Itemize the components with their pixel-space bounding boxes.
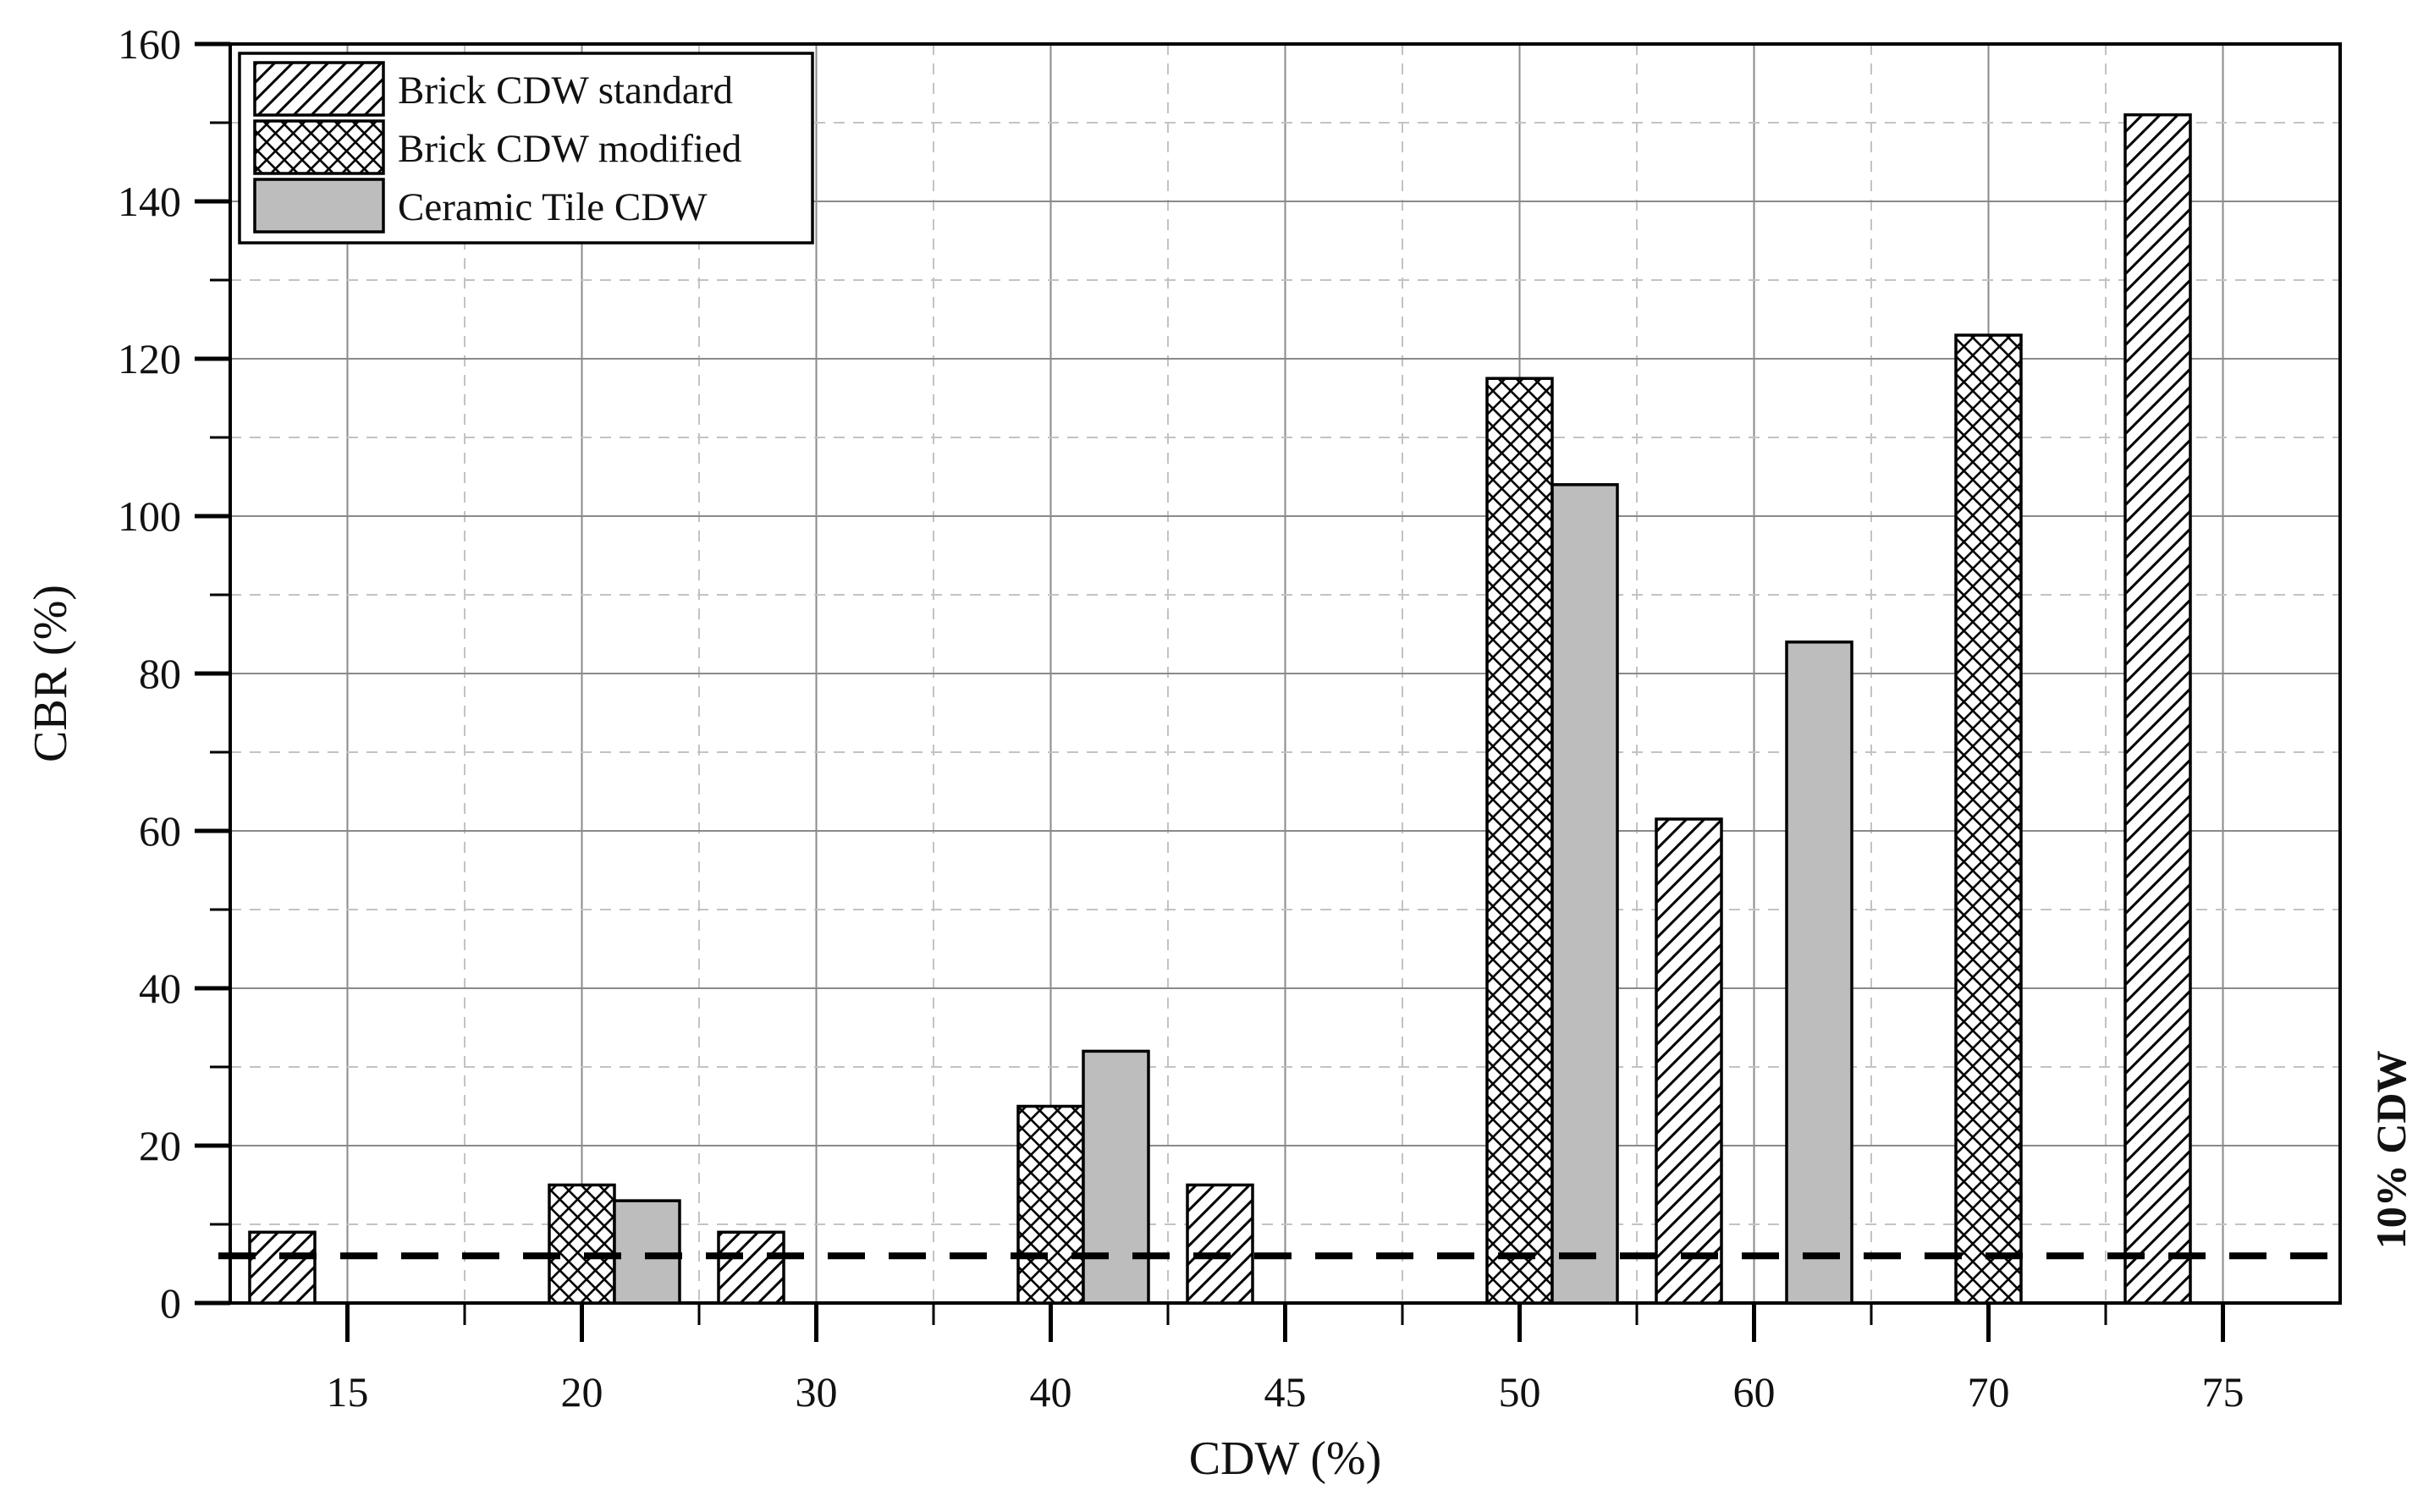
legend-swatch-2: [253, 178, 385, 234]
plot-border: [229, 42, 2342, 1305]
legend-label: Brick CDW standard: [398, 69, 733, 113]
tick-labels: 0 20 40 60 80 100 120 140 160 15 20 30 40 45 50 60 70 75: [118, 20, 2244, 1416]
x-tick-label: 75: [2202, 1368, 2244, 1416]
legend-swatch-1: [253, 119, 385, 175]
x-tick-label: 70: [1968, 1368, 2010, 1416]
bar-ceramic-tile-cdw-40: [1082, 1049, 1150, 1305]
y-tick-label: 80: [139, 650, 181, 697]
legend: Brick CDW standard Brick CDW modified Cera…: [238, 52, 814, 245]
x-tick-label: 15: [327, 1368, 369, 1416]
y-tick-label: 100: [118, 492, 181, 540]
reference-line-group: 10% CDW: [218, 1050, 2415, 1260]
y-tick-label: 120: [118, 335, 181, 382]
x-tick-label: 45: [1264, 1368, 1307, 1416]
y-tick-label: 20: [139, 1122, 181, 1169]
y-tick-label: 40: [139, 965, 181, 1012]
y-tick-label: 160: [118, 20, 181, 68]
bar-brick-cdw-modified-50: [1485, 377, 1554, 1305]
legend-label: Brick CDW modified: [398, 127, 741, 171]
axis-ticks: [195, 41, 2225, 1342]
axis-titles: CDW (%) CBR (%): [25, 585, 1381, 1485]
x-tick-label: 20: [561, 1368, 603, 1416]
y-axis-title: CBR (%): [25, 585, 77, 762]
bar-ceramic-tile-cdw-60: [1785, 641, 1853, 1305]
bar-ceramic-tile-cdw-20: [613, 1199, 681, 1305]
bar-brick-cdw-modified-70: [1954, 333, 2023, 1305]
reference-line-label: 10% CDW: [2367, 1050, 2415, 1249]
x-tick-label: 50: [1499, 1368, 1541, 1416]
x-tick-label: 40: [1030, 1368, 1072, 1416]
bar-brick-cdw-modified-40: [1016, 1104, 1085, 1305]
plot-frame: [229, 42, 2342, 1305]
legend-swatch-0: [253, 61, 385, 117]
bar-brick-cdw-standard-30: [717, 1230, 785, 1305]
bar-brick-cdw-modified-20: [548, 1183, 616, 1305]
bar-ceramic-tile-cdw-50: [1550, 483, 1619, 1305]
y-tick-label: 140: [118, 178, 181, 225]
legend-label: Ceramic Tile CDW: [398, 185, 708, 229]
x-tick-label: 60: [1733, 1368, 1776, 1416]
bar-brick-cdw-standard-60: [1655, 817, 1723, 1305]
bar-brick-cdw-standard-15: [248, 1230, 317, 1305]
bar-brick-cdw-standard-75: [2123, 113, 2192, 1305]
x-axis-title: CDW (%): [1189, 1432, 1382, 1485]
bar-brick-cdw-standard-45: [1186, 1183, 1254, 1305]
y-tick-label: 0: [160, 1279, 181, 1327]
y-tick-label: 60: [139, 807, 181, 855]
bars: [248, 113, 2192, 1305]
x-tick-label: 30: [796, 1368, 838, 1416]
